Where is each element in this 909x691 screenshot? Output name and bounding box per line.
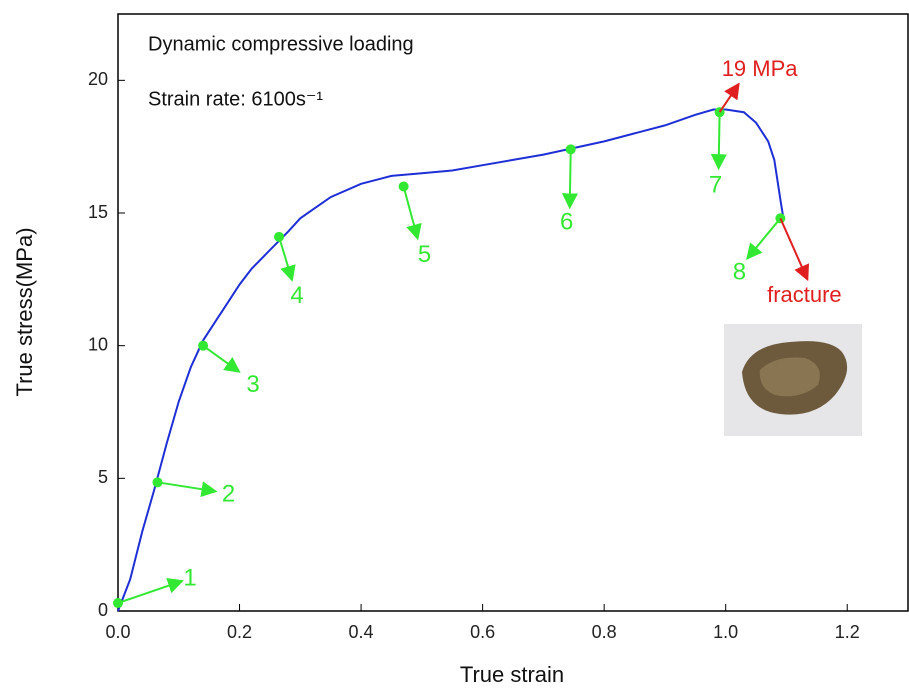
fracture-arrow [779,217,810,282]
x-tick-label: 0.4 [349,622,374,642]
marker-point [565,144,576,155]
marker-point [113,598,123,609]
x-tick-label: 0.0 [105,622,130,642]
x-tick-label: 1.2 [835,622,860,642]
point-label: 6 [560,209,573,236]
point-arrow [561,149,578,210]
point-label: 1 [183,564,196,591]
x-tick-label: 1.0 [713,622,738,642]
marker-point [398,181,409,192]
point-arrow [117,578,184,604]
chart-title: Dynamic compressive loading [148,33,414,55]
point-label: 7 [709,172,722,199]
stress-strain-curve [117,108,785,612]
point-label: 5 [418,241,431,268]
marker-point [198,340,209,351]
point-label: 2 [222,481,235,508]
y-tick-label: 10 [88,334,108,354]
y-tick-label: 0 [98,600,108,620]
marker-point [152,477,163,488]
x-axis-title: True strain [460,662,564,687]
plot-frame [117,13,909,612]
y-tick-label: 15 [88,202,108,222]
y-axis-title: True stress(MPa) [12,227,37,396]
y-tick-label: 20 [88,69,108,89]
point-arrow [746,217,782,260]
peak-label: 19 MPa [722,56,799,81]
x-tick-label: 0.8 [592,622,617,642]
point-label: 4 [290,282,303,309]
x-tick-label: 0.2 [227,622,252,642]
point-label: 8 [733,259,746,286]
point-arrow [402,186,422,241]
marker-point [274,231,285,242]
chart-subtitle: Strain rate: 6100s⁻¹ [148,88,323,110]
point-label: 3 [246,371,259,398]
point-arrow [202,344,241,373]
point-arrow [157,481,218,498]
fracture-label: fracture [767,282,842,307]
x-tick-label: 0.6 [470,622,495,642]
point-arrow [278,236,296,282]
peak-arrow [718,82,740,113]
point-arrow [710,112,727,171]
sample-photo [724,324,862,436]
y-tick-label: 5 [98,467,108,487]
